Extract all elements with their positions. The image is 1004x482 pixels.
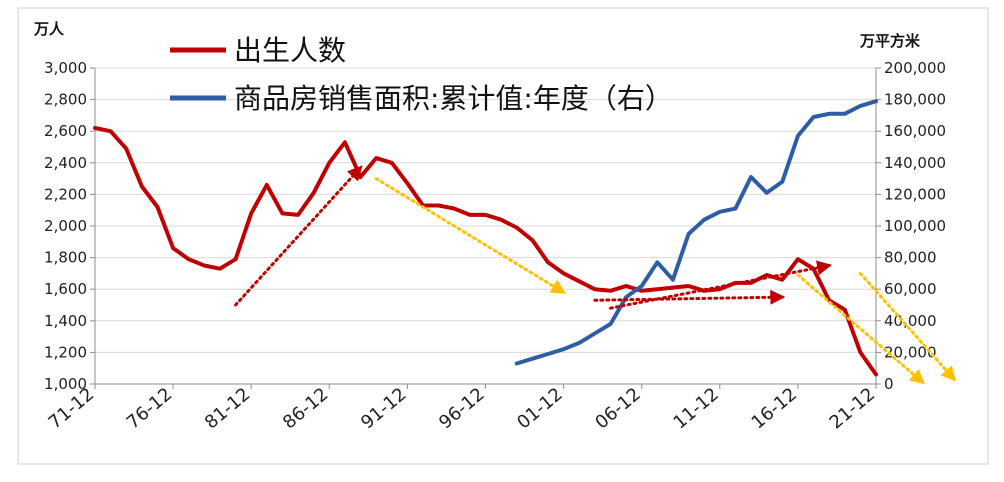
grid-lines bbox=[95, 67, 876, 353]
left-tick-label: 1,000 bbox=[44, 375, 87, 393]
right-tick-label: 20,000 bbox=[884, 343, 937, 361]
right-axis-unit: 万平方米 bbox=[859, 32, 921, 50]
series-line-births bbox=[93, 126, 878, 377]
left-tick-label: 2,800 bbox=[44, 91, 87, 109]
right-tick-label: 160,000 bbox=[884, 122, 946, 140]
right-tick-label: 140,000 bbox=[884, 154, 946, 172]
x-tick-label: 86-12 bbox=[279, 384, 333, 434]
x-tick-label: 01-12 bbox=[513, 384, 567, 434]
x-tick-label: 96-12 bbox=[435, 384, 489, 434]
left-tick-label: 2,000 bbox=[44, 217, 87, 235]
x-tick-label: 11-12 bbox=[669, 384, 723, 434]
trend-arrow bbox=[234, 165, 363, 307]
right-tick-label: 80,000 bbox=[884, 249, 937, 267]
series-line-housing bbox=[514, 99, 878, 366]
legend-label-births: 出生人数 bbox=[234, 34, 346, 67]
trend-arrow bbox=[858, 271, 957, 382]
right-tick-label: 0 bbox=[884, 375, 894, 393]
x-tick-label: 21-12 bbox=[826, 384, 880, 434]
trend-arrow bbox=[593, 289, 786, 305]
x-tick-label: 16-12 bbox=[748, 384, 802, 434]
trend-arrow bbox=[796, 273, 926, 385]
trend-arrow bbox=[608, 260, 833, 310]
left-tick-label: 2,400 bbox=[44, 154, 87, 172]
x-tick-label: 81-12 bbox=[201, 384, 255, 434]
series-lines bbox=[93, 99, 878, 377]
right-tick-label: 180,000 bbox=[884, 91, 946, 109]
right-tick-label: 100,000 bbox=[884, 217, 946, 235]
legend-label-housing: 商品房销售面积:累计值:年度（右） bbox=[234, 82, 673, 115]
right-tick-label: 120,000 bbox=[884, 185, 946, 203]
trend-arrow bbox=[374, 177, 567, 294]
right-tick-label: 60,000 bbox=[884, 280, 937, 298]
x-tick-label: 06-12 bbox=[591, 384, 645, 434]
left-tick-label: 1,800 bbox=[44, 249, 87, 267]
chart-border bbox=[17, 7, 989, 465]
axes: 1,000 1,200 1,400 1,600 1,800 2,000 2,200 2,400… bbox=[44, 59, 946, 433]
left-tick-label: 2,600 bbox=[44, 122, 87, 140]
left-tick-label: 1,400 bbox=[44, 312, 87, 330]
x-tick-label: 76-12 bbox=[123, 384, 177, 434]
legend: 出生人数 商品房销售面积:累计值:年度（右） bbox=[170, 34, 673, 115]
trend-arrows bbox=[234, 165, 957, 385]
right-tick-label: 40,000 bbox=[884, 312, 937, 330]
x-tick-label: 91-12 bbox=[357, 384, 411, 434]
left-axis-unit: 万人 bbox=[33, 20, 65, 38]
left-tick-label: 1,200 bbox=[44, 343, 87, 361]
left-tick-label: 1,600 bbox=[44, 280, 87, 298]
right-tick-label: 200,000 bbox=[884, 59, 946, 77]
left-tick-label: 3,000 bbox=[44, 59, 87, 77]
left-tick-label: 2,200 bbox=[44, 185, 87, 203]
